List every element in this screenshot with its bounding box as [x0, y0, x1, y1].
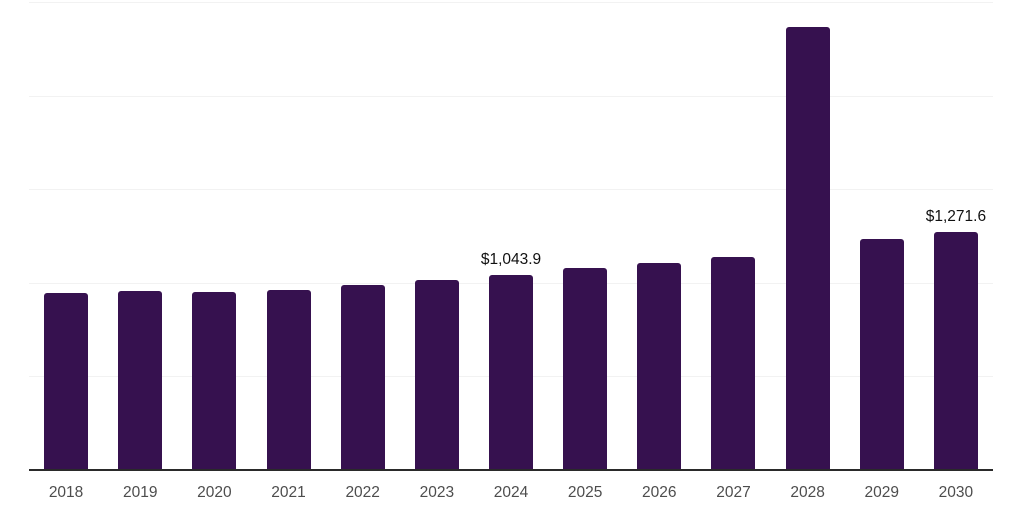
gridline [29, 2, 993, 3]
x-tick-label-2025: 2025 [567, 484, 603, 501]
x-tick-label-2019: 2019 [122, 484, 158, 501]
x-tick-label-2024: 2024 [493, 484, 529, 501]
bar-2023 [414, 279, 459, 470]
x-tick-label-2020: 2020 [197, 484, 232, 501]
bar-2019 [118, 291, 163, 470]
bar-2022 [340, 285, 385, 470]
bar-2026 [637, 263, 682, 470]
x-tick-label-2028: 2028 [790, 484, 825, 501]
bar-2029 [859, 239, 904, 470]
bar-2030 [933, 231, 978, 470]
bar-2020 [192, 291, 237, 470]
x-axis-line [29, 469, 993, 471]
bar-value-label-2024: $1,043.9 [480, 250, 542, 268]
bar-2021 [266, 290, 311, 470]
bar-2025 [563, 268, 608, 470]
bar-value-label-2030: $1,271.6 [925, 207, 987, 225]
x-tick-label-2029: 2029 [864, 484, 899, 501]
gridline [29, 95, 993, 97]
gridline [29, 189, 993, 191]
bar-2027 [711, 257, 756, 470]
x-tick-label-2021: 2021 [271, 484, 306, 501]
bar-2028 [785, 26, 830, 470]
x-tick-label-2023: 2023 [419, 484, 455, 501]
bar-2024 [489, 274, 533, 470]
x-tick-label-2018: 2018 [48, 484, 84, 501]
x-tick-label-2022: 2022 [345, 484, 380, 501]
bar-2018 [44, 293, 89, 470]
x-tick-label-2030: 2030 [938, 484, 974, 501]
plot-area: $1,043.9 $1,271.6 [29, 0, 993, 471]
x-tick-label-2027: 2027 [716, 484, 751, 501]
x-tick-label-2026: 2026 [642, 484, 677, 501]
